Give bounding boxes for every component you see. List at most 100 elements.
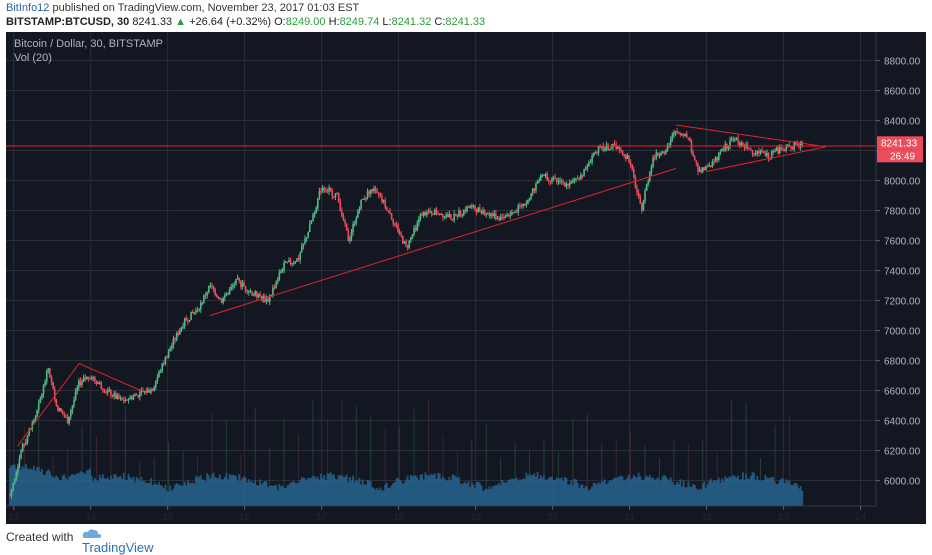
candle-body: [732, 138, 735, 141]
candle-body: [547, 180, 550, 182]
candle-body: [71, 405, 74, 411]
candle-body: [395, 223, 398, 226]
quote-line: BITSTAMP:BTCUSD, 30 8241.33 ▲ +26.64 (+0…: [6, 16, 485, 28]
volume-bar: [618, 476, 621, 506]
candle-body: [512, 212, 515, 214]
candle-body: [539, 175, 542, 181]
volume-bar: [116, 477, 119, 506]
candle-body: [217, 296, 220, 299]
volume-bar: [373, 487, 375, 506]
candle-body: [434, 209, 436, 216]
volume-bar: [735, 477, 738, 506]
candle-body: [175, 333, 178, 340]
volume-bar: [170, 490, 173, 506]
candle-body: [180, 326, 183, 331]
candle-body: [47, 368, 50, 371]
volume-bar: [24, 463, 27, 506]
candle-body: [780, 147, 783, 149]
candle-body: [766, 152, 768, 156]
volume-bar: [751, 472, 754, 506]
candle-body: [394, 223, 396, 225]
author-link[interactable]: BitInfo12: [6, 2, 50, 14]
candle-body: [118, 395, 120, 399]
candle-body: [435, 209, 438, 214]
volume-bar: [23, 468, 26, 506]
volume-bar: [785, 479, 788, 506]
volume-bar: [61, 475, 64, 506]
volume-bar: [538, 478, 541, 506]
time-axis[interactable]: 13 14 15 16 17 18 19 20 21 22 23 24: [6, 505, 876, 523]
candle-body: [347, 230, 350, 241]
candle-body: [129, 396, 131, 400]
price-chart[interactable]: Bitcoin / Dollar, 30, BITSTAMP Vol (20) …: [6, 32, 926, 524]
volume-bar: [252, 483, 255, 506]
candle-body: [743, 146, 746, 148]
volume-bar: [265, 481, 268, 506]
volume-bar: [579, 485, 582, 506]
candle-body: [437, 213, 439, 215]
volume-bar: [110, 475, 112, 506]
volume-bar: [389, 487, 391, 506]
candle-body: [761, 150, 763, 152]
candle-body: [315, 208, 318, 214]
volume-spike: [124, 406, 126, 480]
candle-body: [155, 381, 157, 387]
volume-bar: [713, 479, 715, 506]
volume-bar: [549, 477, 552, 506]
volume-bar: [496, 484, 499, 506]
tradingview-brand: TradingView: [82, 540, 154, 555]
volume-bar: [57, 477, 59, 506]
chart-area[interactable]: Bitcoin / Dollar, 30, BITSTAMP Vol (20) …: [6, 32, 926, 524]
tradingview-logo-icon[interactable]: TradingView: [82, 528, 154, 555]
volume-bar: [660, 480, 662, 506]
candle-body: [551, 178, 553, 183]
volume-bar: [159, 485, 162, 506]
candle-body: [608, 148, 611, 151]
candle-body: [419, 214, 422, 220]
volume-bar: [607, 482, 610, 506]
candle-body: [442, 214, 444, 218]
volume-bar: [721, 478, 723, 506]
volume-bar: [517, 480, 520, 506]
volume-bar: [185, 485, 188, 506]
volume-bar: [488, 486, 491, 506]
volume-bar: [571, 485, 574, 506]
candle-body: [121, 398, 123, 401]
volume-spike: [788, 415, 790, 481]
candle-body: [214, 289, 216, 295]
candle-body: [562, 182, 565, 184]
volume-bar: [390, 485, 393, 506]
volume-bar: [233, 475, 236, 506]
volume-bar: [52, 477, 55, 506]
candle-body: [588, 162, 590, 167]
volume-bar: [188, 482, 191, 506]
candle-body: [530, 193, 532, 198]
volume-bar: [357, 481, 359, 506]
volume-bar: [599, 483, 602, 506]
candle-body: [660, 152, 662, 156]
volume-spike: [644, 445, 646, 479]
candle-body: [135, 394, 138, 396]
volume-bar: [507, 479, 510, 506]
volume-bar: [220, 479, 223, 506]
volume-bar: [581, 484, 584, 506]
candle-body: [230, 286, 232, 290]
candle-body: [427, 211, 430, 213]
candle-body: [583, 168, 585, 176]
volume-bar: [586, 487, 589, 506]
candle-body: [76, 387, 79, 392]
candle-body: [179, 330, 181, 335]
volume-bar: [347, 482, 350, 506]
volume-bar: [501, 479, 504, 506]
candle-body: [45, 370, 48, 382]
candle-body: [705, 166, 707, 171]
volume-bar: [623, 480, 626, 506]
candle-body: [308, 223, 311, 233]
volume-spike: [67, 449, 69, 481]
candle-body: [275, 282, 277, 288]
volume-spike: [745, 402, 747, 474]
volume-bar: [788, 480, 791, 506]
volume-bar: [777, 483, 780, 506]
volume-bar: [82, 472, 85, 506]
volume-bar: [467, 480, 470, 506]
